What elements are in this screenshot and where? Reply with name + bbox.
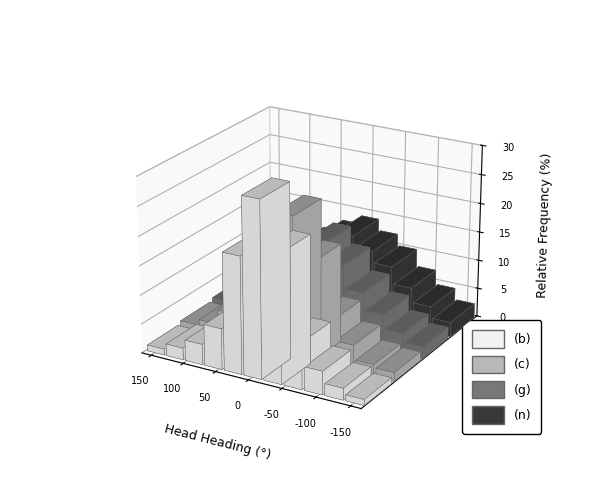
X-axis label: Head Heading (°): Head Heading (°) xyxy=(163,423,272,462)
Legend: (b), (c), (g), (n): (b), (c), (g), (n) xyxy=(463,320,541,434)
